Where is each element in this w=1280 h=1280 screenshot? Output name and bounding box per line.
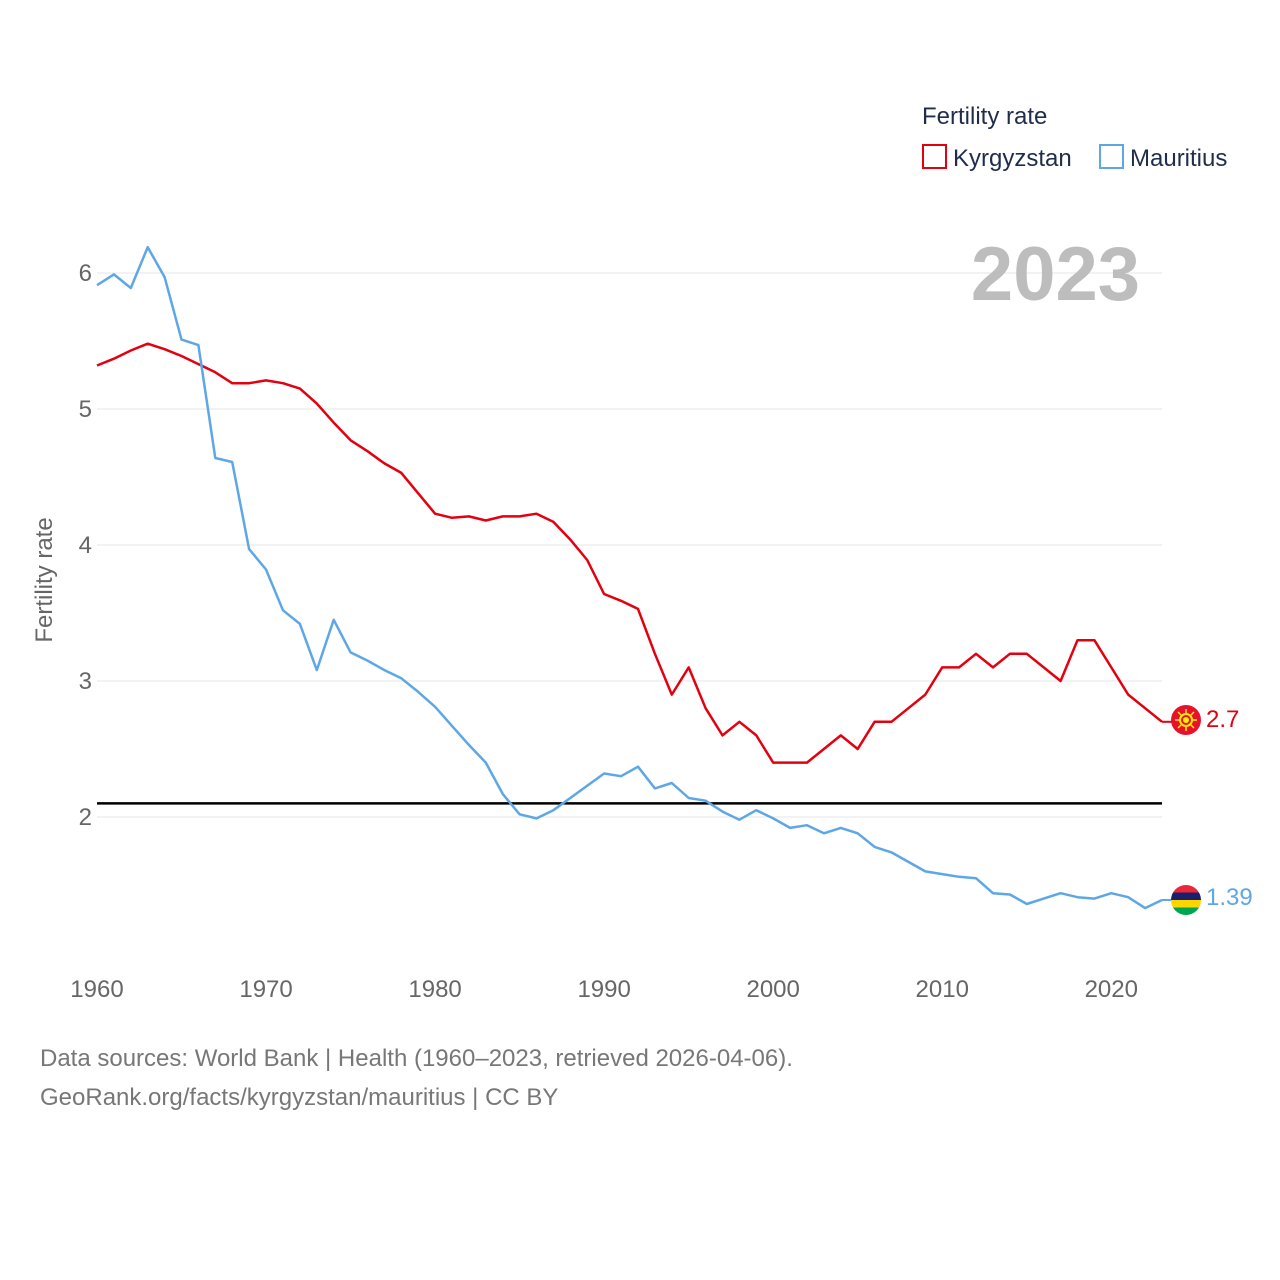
y-tick-label: 4 bbox=[79, 532, 92, 559]
legend: Fertility rate Kyrgyzstan Mauritius bbox=[922, 103, 1227, 172]
series-line-mauritius[interactable] bbox=[96, 245, 1163, 910]
footer-attribution[interactable]: GeoRank.org/facts/kyrgyzstan/mauritius |… bbox=[40, 1084, 559, 1111]
y-tick-label: 2 bbox=[79, 804, 92, 831]
series-group bbox=[96, 245, 1172, 910]
legend-swatch-mauritius[interactable] bbox=[1099, 144, 1124, 169]
legend-title: Fertility rate bbox=[922, 103, 1047, 130]
y-axis-label: Fertility rate bbox=[31, 517, 58, 642]
y-tick-label: 5 bbox=[79, 396, 92, 423]
x-tick-label: 2010 bbox=[916, 976, 969, 1003]
legend-label-mauritius[interactable]: Mauritius bbox=[1130, 145, 1227, 172]
legend-label-kyrgyzstan[interactable]: Kyrgyzstan bbox=[953, 145, 1072, 172]
end-label-mauritius: 1.39 bbox=[1206, 884, 1253, 911]
kyrgyzstan-flag-icon bbox=[1171, 705, 1201, 735]
footer-sources: Data sources: World Bank | Health (1960–… bbox=[40, 1045, 793, 1072]
legend-swatch-kyrgyzstan[interactable] bbox=[922, 144, 947, 169]
grid bbox=[97, 272, 1162, 818]
x-tick-label: 2000 bbox=[746, 976, 799, 1003]
y-tick-label: 3 bbox=[79, 668, 92, 695]
x-tick-label: 1970 bbox=[239, 976, 292, 1003]
y-tick-label: 6 bbox=[79, 260, 92, 287]
x-tick-label: 1990 bbox=[577, 976, 630, 1003]
axis-ticks: 2 3 4 5 6 1960 1970 1980 1990 2000 2010 2020 bbox=[70, 260, 1138, 1003]
x-tick-label: 2020 bbox=[1085, 976, 1138, 1003]
year-display: 2023 bbox=[971, 232, 1140, 317]
x-tick-label: 1960 bbox=[70, 976, 123, 1003]
end-label-kyrgyzstan: 2.7 bbox=[1206, 706, 1239, 733]
series-line-kyrgyzstan[interactable] bbox=[96, 342, 1163, 764]
mauritius-flag-icon bbox=[1171, 885, 1201, 915]
x-tick-label: 1980 bbox=[408, 976, 461, 1003]
